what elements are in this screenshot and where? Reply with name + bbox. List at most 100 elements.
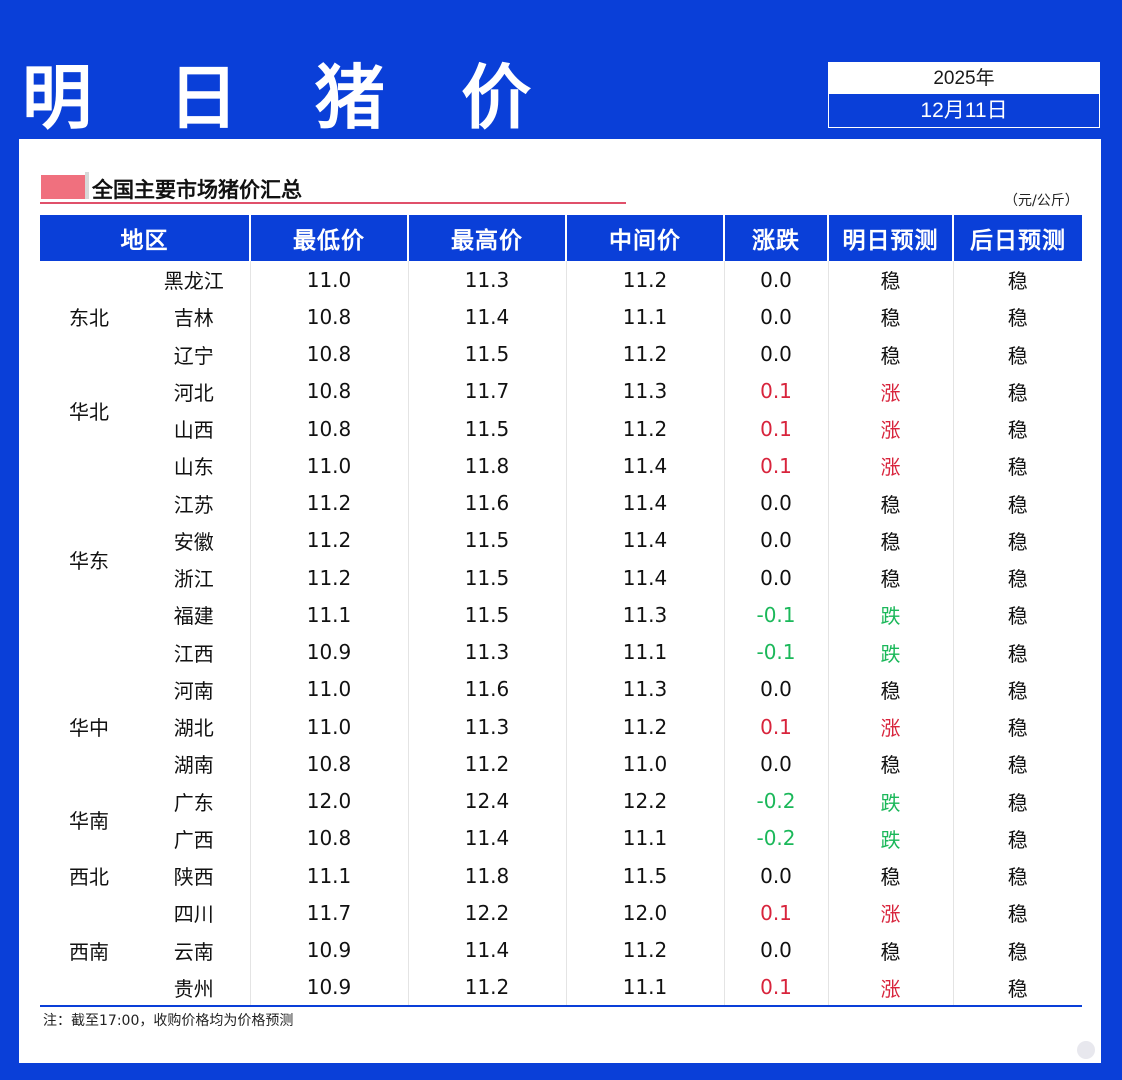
content-card: 全国主要市场猪价汇总 （元/公斤） 地区 最低价 最高价 中间价 涨 xyxy=(19,139,1101,1063)
watermark-dot xyxy=(1077,1041,1095,1059)
low-price-cell: 10.9 xyxy=(250,633,409,671)
after-forecast-cell: 稳 xyxy=(1007,902,1028,927)
high-price-cell: 11.6 xyxy=(408,484,567,522)
high-price-cell: 12.4 xyxy=(408,782,567,820)
high-price-cell: 11.5 xyxy=(408,521,567,559)
high-price-cell: 11.3 xyxy=(408,261,567,299)
change-cell: -0.2 xyxy=(724,782,829,820)
mid-price-cell: 12.0 xyxy=(566,894,725,932)
province-cell: 辽宁 xyxy=(138,335,251,373)
province-cell: 湖南 xyxy=(138,745,251,783)
unit-label: （元/公斤） xyxy=(1004,193,1079,209)
low-price-cell: 11.0 xyxy=(250,708,409,746)
mid-price-cell: 11.4 xyxy=(566,484,725,522)
province-cell: 湖北 xyxy=(138,708,251,746)
mid-price-cell: 11.4 xyxy=(566,559,725,597)
mid-price-cell: 11.2 xyxy=(566,335,725,373)
high-price-cell: 11.2 xyxy=(408,968,567,1006)
mid-price-cell: 11.2 xyxy=(566,261,725,299)
tomorrow-forecast-cell: 涨 xyxy=(828,968,954,1006)
header-change: 涨跌 xyxy=(723,215,828,261)
province-cell: 江苏 xyxy=(138,484,251,522)
table-bottom-line xyxy=(40,1005,1082,1007)
mid-price-cell: 11.2 xyxy=(566,410,725,448)
low-price-cell: 11.7 xyxy=(250,894,409,932)
mid-price-cell: 11.1 xyxy=(566,633,725,671)
high-price-cell: 11.3 xyxy=(408,633,567,671)
low-price-cell: 10.8 xyxy=(250,298,409,336)
table-row: 湖南 10.8 11.2 11.0 0.0 稳稳 xyxy=(40,745,1082,783)
low-price-cell: 11.2 xyxy=(250,521,409,559)
after-forecast-cell: 稳 xyxy=(1007,865,1028,890)
region-cell: 华中 xyxy=(69,716,109,741)
table-row: 东北 黑龙江 11.0 11.3 11.2 0.0 稳稳 xyxy=(40,261,1082,330)
change-cell: 0.1 xyxy=(724,447,829,485)
high-price-cell: 11.4 xyxy=(408,931,567,969)
high-price-cell: 11.8 xyxy=(408,857,567,895)
high-price-cell: 11.6 xyxy=(408,670,567,708)
header-region: 地区 xyxy=(40,215,250,261)
low-price-cell: 10.9 xyxy=(250,931,409,969)
high-price-cell: 11.5 xyxy=(408,559,567,597)
mid-price-cell: 12.2 xyxy=(566,782,725,820)
change-cell: 0.1 xyxy=(724,968,829,1006)
after-forecast-cell: 稳 xyxy=(1007,641,1028,666)
after-forecast-cell: 稳 xyxy=(1007,492,1028,517)
low-price-cell: 11.0 xyxy=(250,447,409,485)
after-forecast-cell: 稳 xyxy=(1007,343,1028,368)
region-cell: 华南 xyxy=(69,809,109,834)
change-cell: 0.1 xyxy=(724,894,829,932)
price-table: 地区 最低价 最高价 中间价 涨跌 明日预测 后日预测 东北 黑龙江 11.0 11.… xyxy=(40,215,1082,1006)
after-forecast-cell: 稳 xyxy=(1007,380,1028,405)
mid-price-cell: 11.3 xyxy=(566,596,725,634)
table-row: 华南 广东 12.0 12.4 12.2 -0.2 跌 稳 xyxy=(40,782,1082,833)
change-cell: 0.0 xyxy=(724,559,829,597)
table-header-row: 地区 最低价 最高价 中间价 涨跌 明日预测 后日预测 xyxy=(40,215,1082,261)
low-price-cell: 11.1 xyxy=(250,857,409,895)
tomorrow-forecast-cell: 稳 xyxy=(828,298,954,336)
table-row: 华东 山东 11.0 11.8 11.4 0.1 涨稳 xyxy=(40,447,1082,573)
province-cell: 山东 xyxy=(138,447,251,485)
low-price-cell: 12.0 xyxy=(250,782,409,820)
tomorrow-forecast-cell: 稳 xyxy=(828,670,954,708)
tomorrow-forecast-cell: 跌 xyxy=(828,633,954,671)
date-box: 2025年 12月11日 xyxy=(828,62,1100,128)
table-body: 东北 黑龙江 11.0 11.3 11.2 0.0 稳稳吉林 10.8 11.4 11.1 0.0 稳… xyxy=(40,261,1082,1006)
tomorrow-forecast-cell: 跌 xyxy=(828,782,954,820)
after-forecast-cell: 稳 xyxy=(1007,455,1028,480)
low-price-cell: 10.9 xyxy=(250,968,409,1006)
tomorrow-forecast-cell: 稳 xyxy=(828,484,954,522)
low-price-cell: 10.8 xyxy=(250,819,409,857)
tomorrow-forecast-cell: 涨 xyxy=(828,372,954,410)
mid-price-cell: 11.5 xyxy=(566,857,725,895)
after-forecast-cell: 稳 xyxy=(1007,306,1028,331)
tomorrow-forecast-cell: 稳 xyxy=(828,559,954,597)
low-price-cell: 10.8 xyxy=(250,410,409,448)
date-year: 2025年 xyxy=(829,63,1099,94)
high-price-cell: 11.5 xyxy=(408,410,567,448)
table-row: 江西 10.9 11.3 11.1 -0.1 跌 稳 xyxy=(40,633,1082,671)
header-low: 最低价 xyxy=(249,215,408,261)
change-cell: 0.0 xyxy=(724,335,829,373)
table-row: 湖北 11.0 11.3 11.2 0.1 涨 稳 xyxy=(40,708,1082,746)
price-table-wrap: 地区 最低价 最高价 中间价 涨跌 明日预测 后日预测 东北 黑龙江 11.0 11.… xyxy=(40,215,1082,1006)
header-tomorrow: 明日预测 xyxy=(827,215,953,261)
after-forecast-cell: 稳 xyxy=(1007,827,1028,852)
tomorrow-forecast-cell: 涨 xyxy=(828,410,954,448)
high-price-cell: 11.2 xyxy=(408,745,567,783)
mid-price-cell: 11.4 xyxy=(566,521,725,559)
after-forecast-cell: 稳 xyxy=(1007,567,1028,592)
header-high: 最高价 xyxy=(407,215,566,261)
high-price-cell: 11.4 xyxy=(408,819,567,857)
mid-price-cell: 11.2 xyxy=(566,708,725,746)
mid-price-cell: 11.1 xyxy=(566,968,725,1006)
change-cell: 0.0 xyxy=(724,484,829,522)
low-price-cell: 11.1 xyxy=(250,596,409,634)
region-cell: 西北 xyxy=(69,865,109,890)
change-cell: 0.0 xyxy=(724,261,829,299)
table-row: 山西 10.8 11.5 11.2 0.1 涨 稳 xyxy=(40,410,1082,448)
section-marker xyxy=(41,172,89,199)
low-price-cell: 11.0 xyxy=(250,261,409,299)
region-cell: 华北 xyxy=(69,399,109,424)
low-price-cell: 10.8 xyxy=(250,745,409,783)
